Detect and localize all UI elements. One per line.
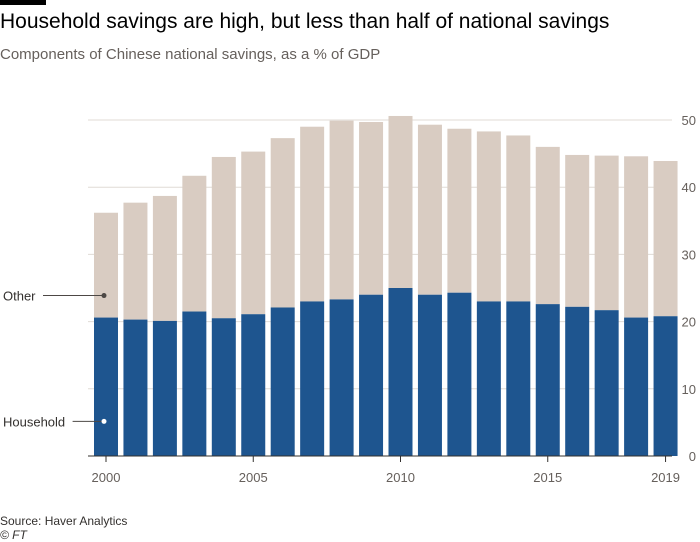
bar-household	[241, 314, 266, 456]
chart-subtitle: Components of Chinese national savings, …	[0, 46, 381, 63]
bar-household	[300, 301, 325, 456]
bar-other	[359, 122, 384, 295]
bar-household	[594, 310, 619, 456]
bar-household	[447, 292, 472, 456]
bar-household	[624, 317, 649, 456]
bar-household	[417, 294, 442, 456]
bar-other	[152, 195, 177, 321]
y-tick-label: 40	[682, 180, 696, 195]
bar-household	[94, 317, 118, 456]
ft-header-bar	[0, 0, 46, 5]
bar-household	[653, 316, 678, 456]
bar-household	[565, 306, 590, 456]
bar-household	[506, 301, 531, 456]
annotation-household-dot	[101, 418, 107, 424]
y-tick-label: 30	[682, 247, 696, 262]
bar-household	[123, 319, 148, 456]
chart-title: Household savings are high, but less tha…	[0, 10, 610, 33]
bar-other	[476, 131, 501, 302]
bar-other	[300, 126, 325, 302]
bar-household	[535, 304, 560, 456]
bar-other	[123, 202, 148, 320]
bar-household	[211, 318, 236, 456]
x-tick-label: 2015	[533, 470, 562, 485]
bar-household	[359, 294, 384, 456]
bar-other	[653, 160, 678, 317]
annotation-household-label: Household	[3, 414, 65, 429]
annotation-other-dot	[101, 293, 107, 299]
bar-other	[594, 155, 619, 311]
bar-other	[94, 212, 118, 318]
bar-other	[270, 138, 295, 308]
source-note: Source: Haver Analytics	[0, 514, 128, 528]
ft-credit: © FT	[0, 528, 27, 542]
bar-household	[182, 311, 207, 456]
chart-plot: 0 10 20 30 40 50 2000 2005 2010 2015 2019 Other Hous…	[3, 113, 696, 485]
y-tick-label: 0	[689, 449, 696, 464]
bar-household	[152, 320, 177, 456]
y-tick-label: 10	[682, 382, 696, 397]
bar-other	[329, 120, 354, 300]
bar-other	[447, 128, 472, 293]
bar-other	[211, 156, 236, 319]
bar-other	[565, 154, 590, 307]
x-tick-label: 2000	[92, 470, 121, 485]
bar-other	[506, 135, 531, 302]
bar-household	[476, 301, 501, 456]
bar-other	[388, 115, 413, 288]
x-tick-label: 2005	[239, 470, 268, 485]
y-tick-label: 20	[682, 315, 696, 330]
bar-other	[535, 146, 560, 305]
bar-other	[241, 151, 266, 315]
bar-household	[270, 307, 295, 456]
y-tick-label: 50	[682, 113, 696, 128]
bar-household	[329, 299, 354, 456]
bar-other	[624, 156, 649, 318]
annotation-other-label: Other	[3, 289, 36, 304]
x-tick-label: 2010	[386, 470, 415, 485]
bar-other	[417, 124, 442, 295]
bar-other	[182, 175, 207, 312]
x-tick-label: 2019	[651, 470, 680, 485]
bar-household	[388, 288, 413, 456]
